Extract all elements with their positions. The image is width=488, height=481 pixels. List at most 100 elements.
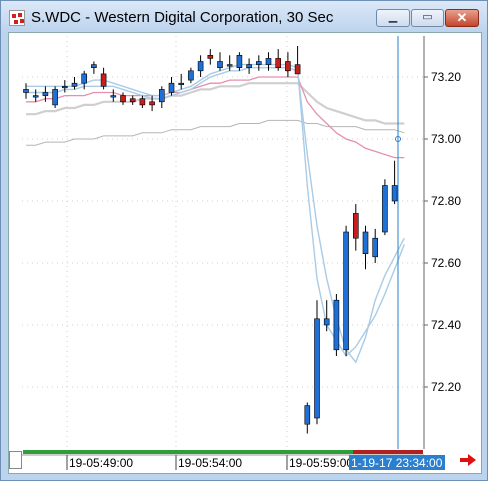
time-tick-label: 19-05:54:00	[178, 456, 242, 470]
cursor-time-box	[349, 455, 445, 470]
candle-body	[255, 61, 262, 65]
candle-body	[265, 58, 272, 65]
maximize-icon: ▭	[422, 11, 433, 23]
candle	[352, 204, 359, 251]
price-axis: 73.20 73.00 72.80 72.60 72.40 72.20	[395, 70, 461, 394]
candle	[255, 55, 262, 71]
candle-body	[333, 299, 340, 351]
candle-body	[275, 58, 282, 69]
candle	[139, 95, 146, 108]
candle	[391, 160, 398, 205]
candle	[246, 58, 252, 74]
candle	[61, 80, 68, 93]
candle-body	[159, 89, 165, 103]
candle-body	[294, 64, 301, 75]
candle	[226, 55, 233, 71]
candle-body	[42, 92, 49, 96]
candle-body	[110, 95, 117, 98]
candle-body	[362, 231, 369, 255]
candle	[178, 73, 184, 90]
candle	[275, 49, 282, 71]
candle	[323, 300, 330, 332]
candle	[81, 70, 87, 90]
time-range-bar-end	[353, 450, 423, 454]
candle	[362, 225, 369, 270]
ma-grey-line	[26, 82, 405, 125]
candle-body	[100, 73, 107, 87]
candle	[100, 67, 107, 90]
right-arrow-icon[interactable]	[458, 451, 478, 469]
candle-body	[314, 318, 320, 419]
candle-body	[343, 231, 349, 351]
candle-body	[139, 98, 146, 106]
candle-body	[226, 64, 233, 67]
candles	[23, 46, 398, 434]
time-axis: 19-05:49:00 19-05:54:00 19-05:59:001-19-17…	[22, 450, 445, 470]
chart-grid	[22, 36, 425, 449]
candle-body	[52, 89, 58, 106]
candle-body	[246, 64, 252, 68]
candle	[294, 46, 301, 75]
ma-pink-line	[26, 76, 405, 159]
candle	[197, 55, 204, 77]
candle	[207, 49, 214, 65]
title-bar[interactable]: S.WDC - Western Digital Corporation, 30 …	[1, 1, 487, 33]
moving-averages	[26, 63, 405, 364]
price-tick-label: 73.20	[431, 70, 461, 84]
candle-body	[236, 54, 243, 68]
ma-fast2-line	[26, 66, 405, 364]
candle-body	[304, 405, 311, 425]
candle	[382, 179, 388, 236]
time-range-bar	[23, 450, 353, 454]
candle	[149, 95, 155, 112]
maximize-button[interactable]: ▭	[411, 9, 444, 27]
candle-body	[81, 73, 87, 84]
candle	[236, 52, 243, 71]
candle-body	[129, 98, 136, 103]
candle	[333, 294, 340, 356]
candle	[42, 86, 49, 102]
candle-body	[323, 318, 330, 326]
price-tick-label: 73.00	[431, 132, 461, 146]
candle-body	[178, 82, 184, 85]
candle	[71, 77, 78, 90]
candle-body	[207, 54, 214, 59]
time-tick-label: 19-05:59:00	[289, 456, 353, 470]
candle-body	[23, 89, 29, 93]
candle	[110, 89, 117, 102]
candle-body	[382, 185, 388, 233]
cursor-time-label: 1-19-17 23:34:00	[351, 456, 443, 470]
price-tick-label: 72.80	[431, 194, 461, 208]
candle	[23, 83, 29, 99]
minimize-button[interactable]: ▁	[376, 9, 410, 27]
close-icon: ✕	[456, 10, 468, 25]
candle-body	[217, 61, 223, 68]
candle	[52, 86, 58, 108]
candle	[188, 67, 194, 84]
candle-body	[32, 95, 39, 98]
candle	[285, 52, 291, 77]
price-tick-label: 72.20	[431, 380, 461, 394]
candle	[372, 228, 379, 263]
candle	[168, 77, 175, 96]
candle	[343, 225, 349, 356]
candle	[129, 95, 136, 105]
candle-body	[168, 82, 175, 93]
app-icon[interactable]	[9, 10, 25, 26]
candle	[217, 52, 223, 71]
candle-body	[91, 64, 97, 68]
close-button[interactable]: ✕	[445, 9, 479, 27]
scroll-left-box[interactable]	[9, 451, 22, 469]
window-title: S.WDC - Western Digital Corporation, 30 …	[31, 9, 334, 26]
candle	[32, 89, 39, 102]
candle	[159, 86, 165, 108]
price-tick-label: 72.40	[431, 318, 461, 332]
candle-body	[120, 95, 126, 103]
price-tick-label: 72.60	[431, 256, 461, 270]
candle	[91, 61, 97, 74]
candle	[120, 92, 126, 105]
candle-body	[285, 61, 291, 72]
minimize-icon: ▁	[388, 11, 398, 23]
candle	[265, 52, 272, 71]
